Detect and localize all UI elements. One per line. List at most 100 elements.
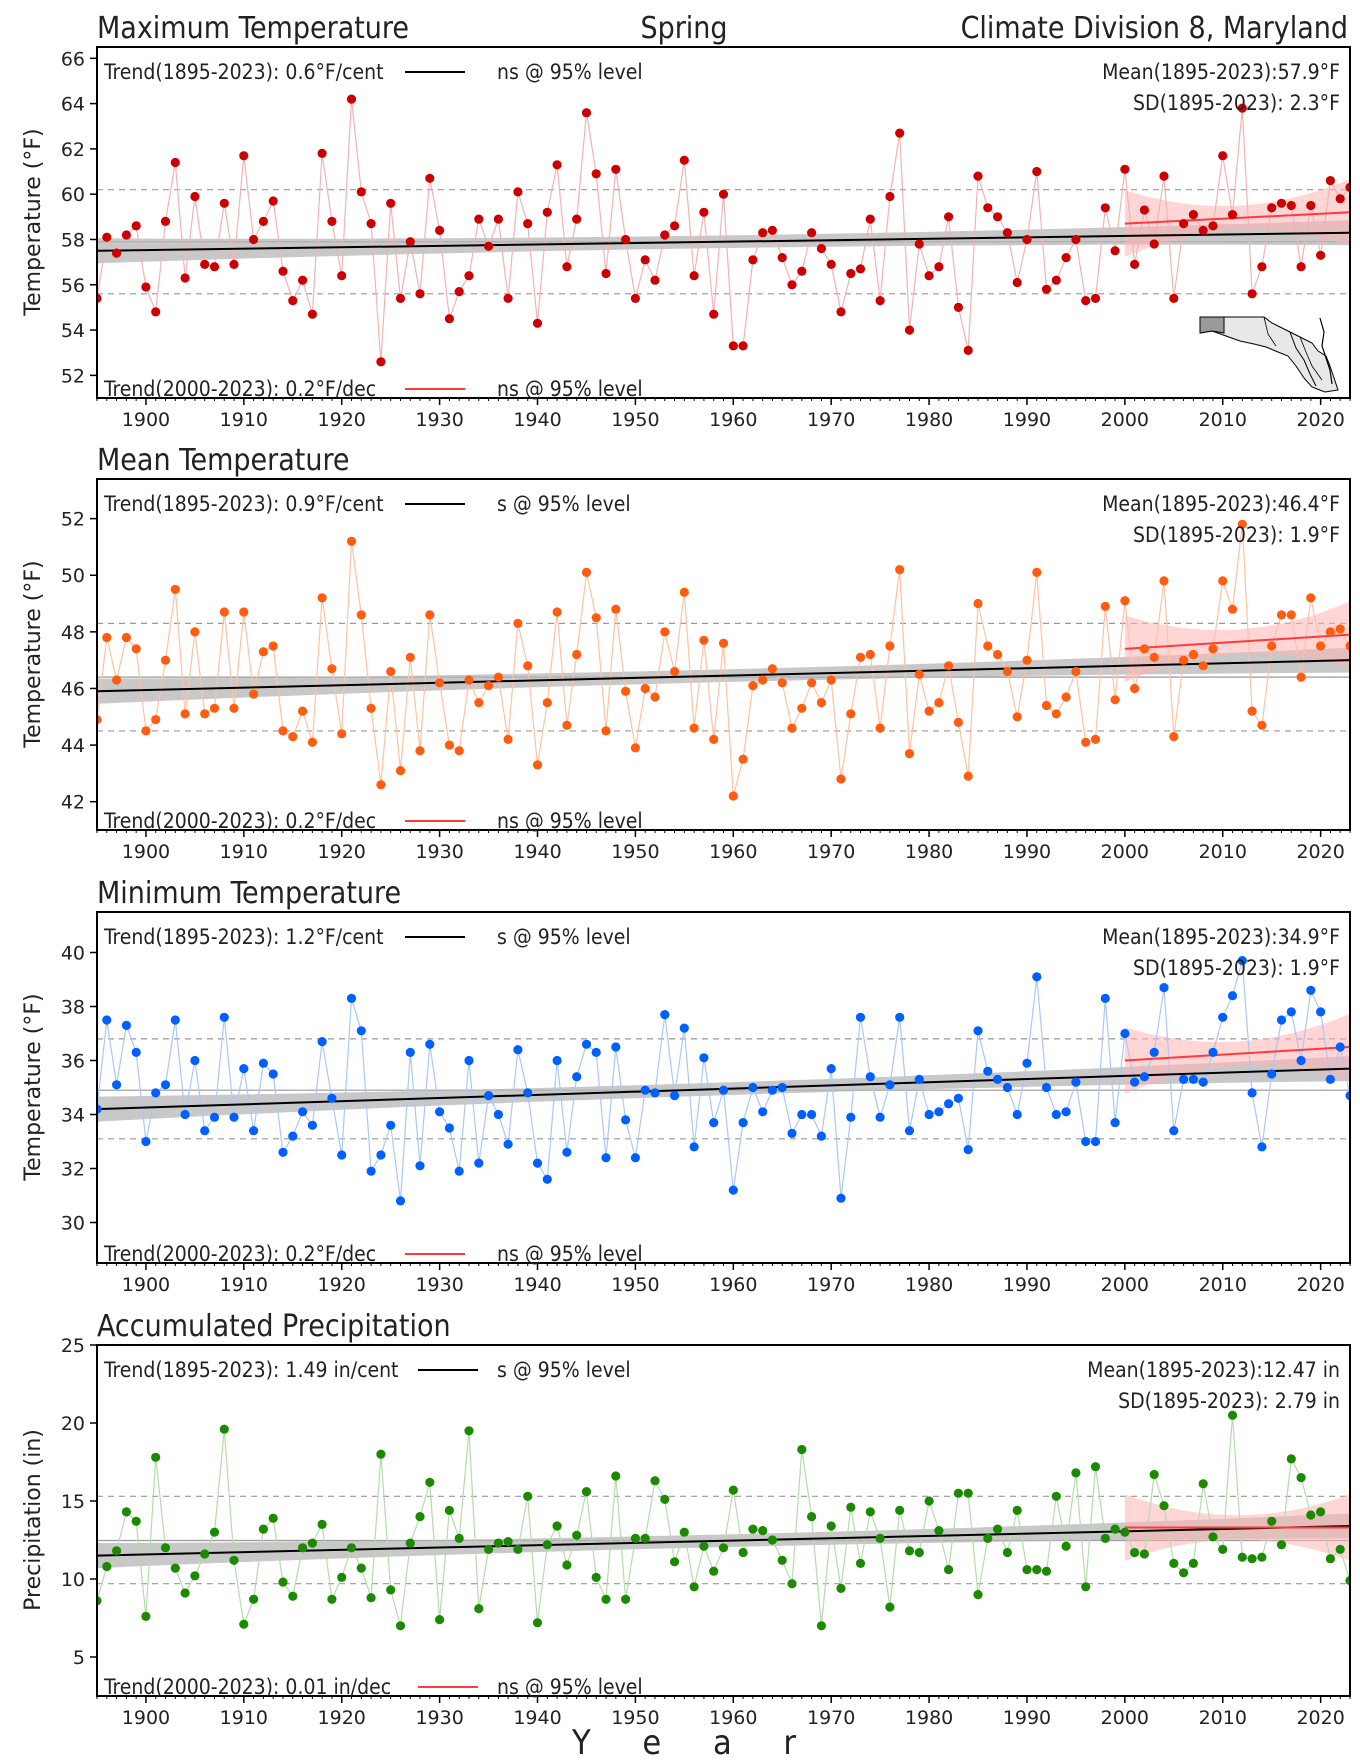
- data-point: [581, 108, 592, 118]
- data-point: [395, 293, 406, 303]
- data-point: [846, 268, 856, 279]
- data-point: [268, 641, 278, 651]
- data-point: [386, 1120, 396, 1130]
- y-tick-label: 32: [61, 1159, 85, 1181]
- data-point: [993, 1524, 1003, 1534]
- data-point: [777, 678, 787, 688]
- data-point: [728, 341, 738, 351]
- data-point: [454, 1533, 464, 1543]
- data-point: [298, 275, 308, 285]
- data-point: [1081, 1582, 1091, 1592]
- data-point: [209, 262, 220, 272]
- data-point: [953, 717, 964, 728]
- data-point: [865, 1507, 875, 1517]
- data-point: [190, 191, 200, 202]
- x-tick-label: 2010: [1199, 409, 1247, 431]
- y-tick-label: 5: [73, 1647, 85, 1669]
- data-point: [1316, 1507, 1326, 1517]
- y-tick-label: 44: [61, 735, 85, 757]
- data-point: [307, 737, 317, 747]
- data-point: [180, 709, 190, 719]
- data-point: [630, 1533, 641, 1543]
- data-point: [1179, 219, 1189, 229]
- data-point: [141, 282, 151, 292]
- data-point: [523, 661, 533, 671]
- data-point: [758, 228, 768, 238]
- data-point: [131, 644, 141, 654]
- x-tick-label: 2020: [1296, 841, 1344, 863]
- data-point: [97, 1104, 102, 1114]
- data-point: [1188, 649, 1198, 660]
- data-point: [934, 698, 944, 708]
- data-point: [846, 1112, 856, 1122]
- data-point: [1188, 210, 1198, 220]
- x-tick-label: 1910: [220, 409, 268, 431]
- data-point: [386, 1585, 396, 1595]
- data-point: [581, 1487, 592, 1497]
- data-point: [239, 1619, 249, 1629]
- data-point: [278, 1147, 288, 1157]
- data-point: [689, 723, 699, 733]
- data-point: [855, 1012, 866, 1022]
- y-tick-label: 15: [61, 1491, 85, 1513]
- data-point: [1022, 655, 1032, 665]
- data-point: [356, 187, 366, 197]
- data-point: [816, 1131, 827, 1141]
- data-point: [1208, 644, 1218, 654]
- data-point: [376, 1449, 386, 1459]
- data-point: [1335, 1544, 1345, 1554]
- data-point: [738, 341, 748, 351]
- data-point: [1237, 103, 1247, 113]
- data-point: [1198, 1077, 1208, 1087]
- data-point: [1218, 151, 1228, 161]
- data-point: [973, 171, 983, 181]
- data-point: [209, 703, 220, 713]
- panel-mean-temperature: 42 44 46 48 50 52 1900 1910 1920 1930 1940 1950 1960…: [21, 478, 1351, 863]
- data-point: [523, 1088, 533, 1098]
- data-point: [1149, 652, 1159, 662]
- x-tick-label: 1940: [513, 409, 561, 431]
- data-point: [1198, 225, 1208, 235]
- x-tick-label: 1910: [220, 841, 268, 863]
- data-point: [464, 1055, 474, 1066]
- data-point: [689, 1142, 699, 1152]
- data-point: [718, 1085, 729, 1095]
- y-tick-label: 40: [61, 943, 85, 965]
- y-tick-label: 50: [61, 565, 85, 587]
- data-point: [454, 746, 464, 756]
- x-tick-label: 2010: [1199, 1707, 1247, 1729]
- data-point: [1208, 1532, 1218, 1542]
- x-tick-label: 1940: [513, 1274, 561, 1296]
- data-point: [1169, 1558, 1179, 1568]
- data-point: [572, 1530, 582, 1540]
- data-point: [621, 1115, 631, 1125]
- data-point: [1139, 1072, 1149, 1082]
- data-point: [670, 666, 680, 677]
- trend-recent-sig-mean: ns @ 95% level: [497, 809, 643, 833]
- x-tick-label: 1970: [807, 1274, 855, 1296]
- data-point: [1051, 275, 1061, 285]
- data-point: [435, 678, 445, 688]
- panel-precipitation: 5 10 15 20 25 1900 1910 1920 1930 1940 1950 1960 197…: [21, 1335, 1351, 1729]
- data-point: [200, 709, 210, 719]
- data-point: [288, 732, 298, 742]
- data-point: [787, 280, 797, 290]
- data-point: [131, 1047, 141, 1057]
- data-point: [1012, 1505, 1022, 1515]
- data-point: [425, 173, 435, 183]
- data-point: [346, 993, 357, 1004]
- data-point: [670, 1091, 680, 1101]
- data-point: [298, 1543, 308, 1553]
- x-tick-label: 1930: [415, 841, 463, 863]
- data-point: [1257, 1142, 1267, 1152]
- x-tick-label: 1930: [415, 1707, 463, 1729]
- trend-long-line: [97, 231, 1350, 252]
- data-point: [1130, 1547, 1140, 1558]
- data-point: [356, 1026, 366, 1036]
- data-point: [170, 157, 180, 168]
- x-tick-label: 1900: [122, 409, 170, 431]
- sd-text-mean: SD(1895-2023): 1.9°F: [1133, 523, 1340, 547]
- data-point: [532, 318, 543, 328]
- x-tick-label: 1900: [122, 1707, 170, 1729]
- data-point: [904, 1546, 915, 1556]
